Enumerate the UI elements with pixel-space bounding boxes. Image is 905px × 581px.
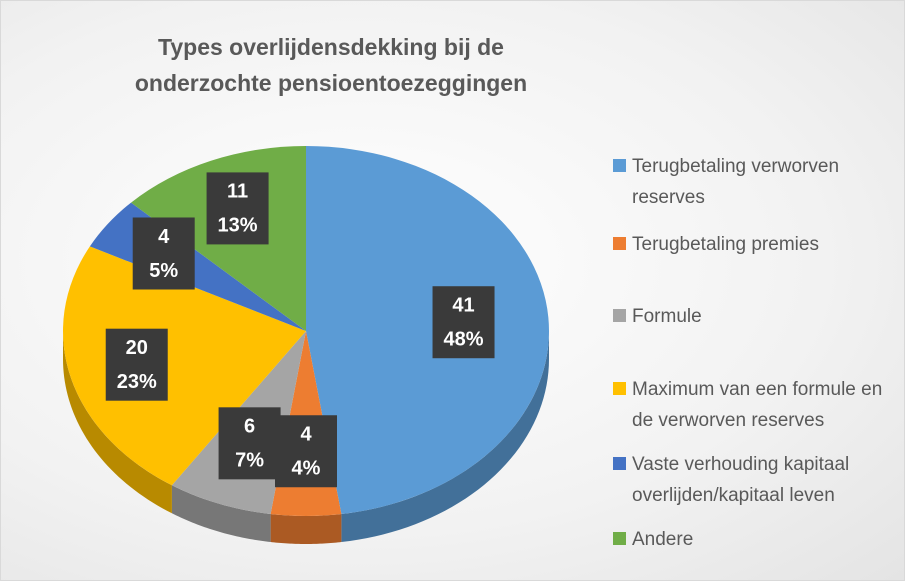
- legend-label: Maximum van een formule en de verworven …: [632, 379, 883, 431]
- legend-item: Formule: [613, 301, 893, 332]
- data-label-box: [206, 172, 269, 245]
- legend-swatch: [613, 159, 626, 172]
- data-label-percent: 23%: [117, 371, 157, 393]
- data-label-percent: 48%: [444, 329, 484, 351]
- pie-side: [171, 485, 271, 543]
- chart-title: Types overlijdensdekking bij de onderzoc…: [134, 34, 528, 96]
- legend-item: Andere: [613, 524, 893, 555]
- data-label-percent: 7%: [235, 450, 264, 472]
- data-label-percent: 5%: [149, 260, 178, 282]
- legend-item: Maximum van een formule en de verworven …: [613, 374, 893, 436]
- data-label-value: 6: [244, 416, 255, 438]
- legend-swatch: [613, 382, 626, 395]
- data-label-value: 41: [452, 295, 474, 317]
- legend-swatch: [613, 237, 626, 250]
- pie-side: [270, 514, 342, 544]
- legend-label: Andere: [632, 529, 694, 550]
- pie-slice: [306, 146, 549, 515]
- legend-label: Vaste verhouding kapitaal overlijden/kap…: [632, 454, 850, 506]
- legend-swatch: [613, 532, 626, 545]
- data-label-value: 4: [300, 424, 312, 446]
- data-label-box: [432, 286, 495, 359]
- data-label-value: 20: [126, 337, 148, 359]
- legend-label: Formule: [632, 306, 702, 327]
- data-label-box: [218, 407, 281, 480]
- data-label-box: [105, 328, 168, 401]
- pie-slice: [63, 246, 307, 486]
- data-label-value: 4: [158, 226, 170, 248]
- legend-item: Terugbetaling premies: [613, 229, 893, 260]
- legend-swatch: [613, 457, 626, 470]
- legend-item: Vaste verhouding kapitaal overlijden/kap…: [613, 449, 893, 511]
- pie-side: [341, 331, 549, 543]
- legend-item: Terugbetaling verworven reserves: [613, 151, 893, 213]
- data-label-percent: 4%: [292, 458, 321, 480]
- data-label-percent: 13%: [218, 215, 258, 237]
- data-label-value: 11: [227, 181, 248, 203]
- pie-side: [63, 331, 172, 514]
- legend-label: Terugbetaling verworven reserves: [632, 156, 840, 208]
- data-label-box: [275, 415, 337, 488]
- legend-swatch: [613, 309, 626, 322]
- legend-label: Terugbetaling premies: [632, 234, 819, 255]
- data-label-box: [132, 217, 195, 290]
